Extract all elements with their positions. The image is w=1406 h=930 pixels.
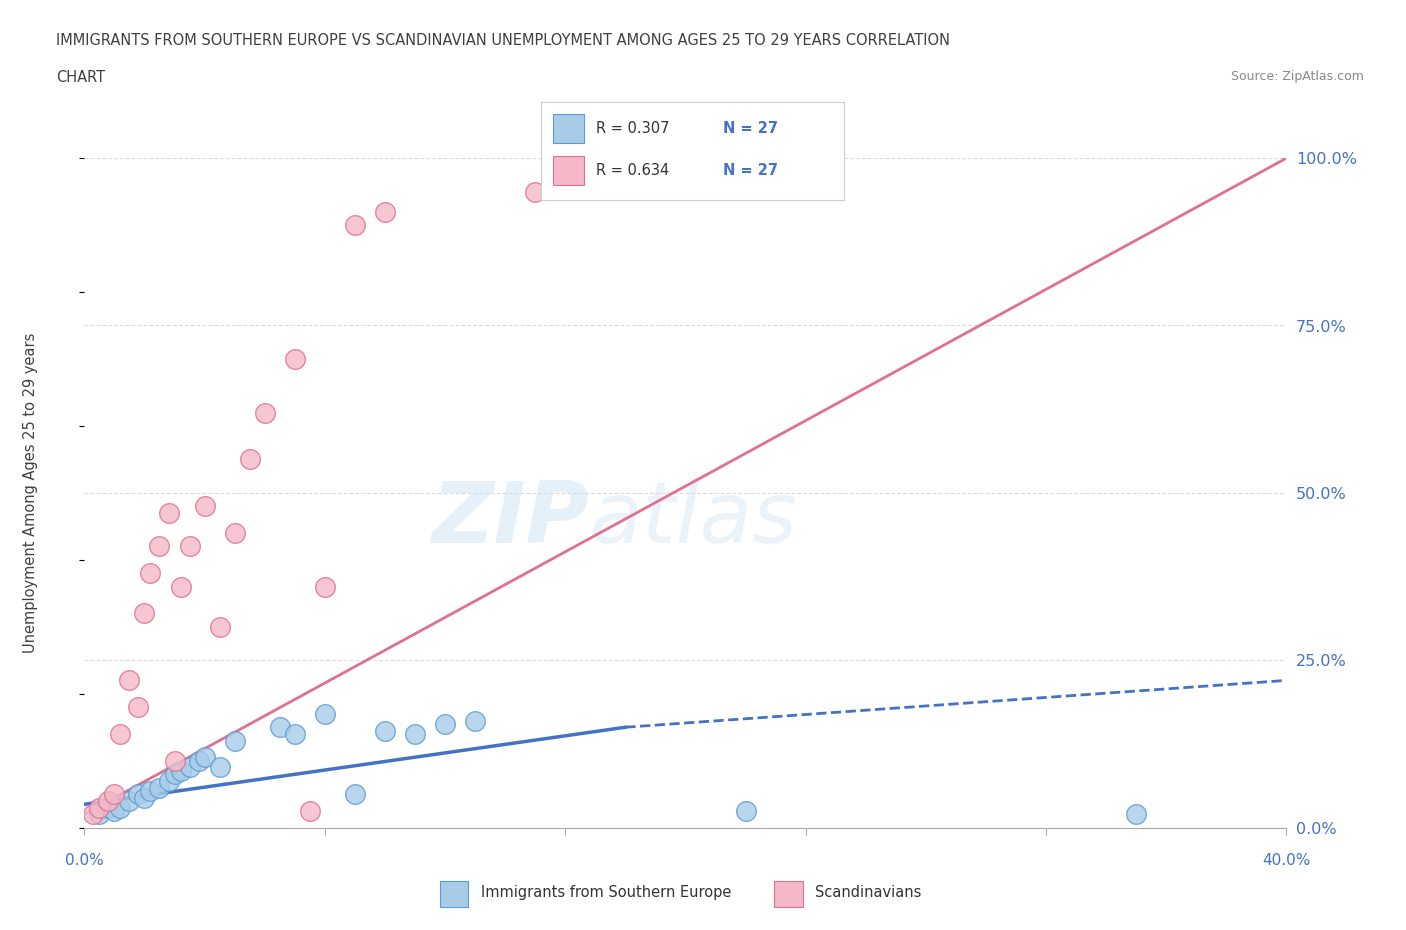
Point bbox=[224, 525, 246, 540]
Point bbox=[224, 733, 246, 748]
Point bbox=[103, 804, 125, 818]
Point bbox=[284, 726, 307, 741]
Point bbox=[89, 800, 111, 815]
Point bbox=[118, 673, 141, 688]
Point bbox=[139, 783, 162, 798]
Point bbox=[194, 750, 217, 764]
Text: R = 0.307: R = 0.307 bbox=[596, 121, 669, 136]
Point bbox=[127, 787, 149, 802]
Point bbox=[374, 205, 396, 219]
Point bbox=[208, 619, 231, 634]
Point bbox=[734, 804, 756, 818]
Point bbox=[343, 218, 366, 232]
Text: 40.0%: 40.0% bbox=[1263, 853, 1310, 868]
Bar bbox=[554, 156, 583, 185]
Point bbox=[127, 699, 149, 714]
Point bbox=[208, 760, 231, 775]
Point bbox=[82, 807, 104, 822]
Point bbox=[134, 790, 156, 805]
Text: IMMIGRANTS FROM SOUTHERN EUROPE VS SCANDINAVIAN UNEMPLOYMENT AMONG AGES 25 TO 29: IMMIGRANTS FROM SOUTHERN EUROPE VS SCAND… bbox=[56, 33, 950, 47]
Point bbox=[157, 506, 180, 521]
Point bbox=[239, 452, 262, 467]
Point bbox=[163, 753, 186, 768]
Text: atlas: atlas bbox=[589, 478, 797, 561]
Point bbox=[163, 766, 186, 781]
Point bbox=[675, 171, 697, 186]
Text: Scandinavians: Scandinavians bbox=[815, 885, 921, 900]
Point bbox=[404, 726, 426, 741]
Point bbox=[97, 800, 120, 815]
Text: 0.0%: 0.0% bbox=[65, 853, 104, 868]
Point bbox=[89, 807, 111, 822]
Text: R = 0.634: R = 0.634 bbox=[596, 163, 669, 179]
Point bbox=[314, 707, 336, 722]
Bar bbox=[440, 882, 468, 907]
Point bbox=[118, 793, 141, 808]
Point bbox=[134, 606, 156, 621]
Text: Unemployment Among Ages 25 to 29 years: Unemployment Among Ages 25 to 29 years bbox=[24, 333, 38, 653]
Point bbox=[110, 800, 132, 815]
Text: ZIP: ZIP bbox=[432, 478, 589, 561]
Point bbox=[179, 539, 201, 554]
Point bbox=[434, 716, 457, 731]
Point bbox=[374, 724, 396, 738]
Point bbox=[103, 787, 125, 802]
Point bbox=[179, 760, 201, 775]
Text: N = 27: N = 27 bbox=[723, 121, 778, 136]
Point bbox=[583, 178, 606, 193]
Point bbox=[284, 352, 307, 366]
Point bbox=[169, 579, 191, 594]
Point bbox=[97, 793, 120, 808]
Text: CHART: CHART bbox=[56, 70, 105, 85]
Point bbox=[139, 565, 162, 580]
Point bbox=[148, 539, 170, 554]
Point bbox=[298, 804, 321, 818]
Point bbox=[269, 720, 291, 735]
Text: N = 27: N = 27 bbox=[723, 163, 778, 179]
Point bbox=[194, 498, 217, 513]
Point bbox=[464, 713, 486, 728]
Point bbox=[524, 184, 547, 199]
Point bbox=[157, 774, 180, 789]
Point bbox=[314, 579, 336, 594]
Point bbox=[169, 764, 191, 778]
Bar bbox=[554, 114, 583, 143]
Point bbox=[187, 753, 209, 768]
Point bbox=[1125, 807, 1147, 822]
Text: Source: ZipAtlas.com: Source: ZipAtlas.com bbox=[1230, 70, 1364, 83]
Point bbox=[343, 787, 366, 802]
Point bbox=[110, 726, 132, 741]
Point bbox=[148, 780, 170, 795]
Bar bbox=[775, 882, 803, 907]
Point bbox=[253, 405, 276, 420]
Text: Immigrants from Southern Europe: Immigrants from Southern Europe bbox=[481, 885, 731, 900]
